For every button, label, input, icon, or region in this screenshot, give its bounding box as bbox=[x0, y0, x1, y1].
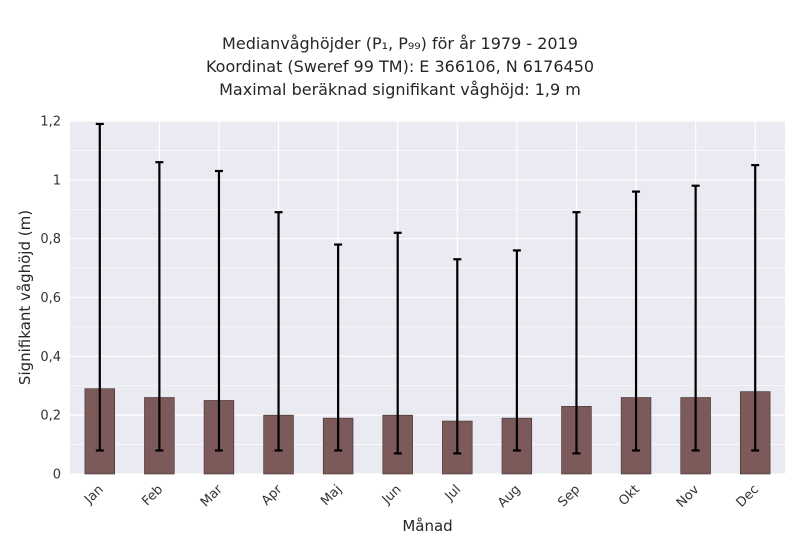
error-bars-layer bbox=[95, 122, 760, 455]
y-tick-label: 1,2 bbox=[40, 115, 61, 130]
error-bar-mar bbox=[214, 169, 223, 452]
x-tick-label: Apr bbox=[259, 482, 286, 509]
x-tick-label: Okt bbox=[616, 482, 643, 509]
x-tick-label: Sep bbox=[555, 482, 583, 510]
x-tick-label: Dec bbox=[734, 482, 762, 510]
error-bar-okt bbox=[632, 190, 641, 452]
x-tick-label: Jan bbox=[81, 482, 106, 507]
x-tick-label: Aug bbox=[495, 482, 524, 511]
chart-title-line-3: Maximal beräknad signifikant våghöjd: 1,… bbox=[219, 80, 581, 99]
error-bar-apr bbox=[274, 211, 283, 452]
y-axis-label: Signifikant våghöjd (m) bbox=[16, 210, 34, 385]
error-bar-dec bbox=[751, 164, 760, 452]
y-tick-label: 0,2 bbox=[40, 409, 61, 424]
x-tick-label: Feb bbox=[139, 482, 166, 509]
y-tick-label: 1 bbox=[53, 173, 61, 188]
chart-title-line-2: Koordinat (Sweref 99 TM): E 366106, N 61… bbox=[205, 57, 595, 76]
y-tick-label: 0,8 bbox=[40, 232, 61, 247]
error-bar-nov bbox=[691, 184, 700, 452]
error-bar-jun bbox=[393, 231, 402, 455]
x-ticks-layer: Jan Feb Mar Apr Maj Jun Jul Aug Sep Okt Nov Dec bbox=[81, 482, 762, 511]
error-bar-feb bbox=[155, 161, 164, 452]
x-tick-label: Jun bbox=[379, 482, 405, 508]
y-ticks-layer: 0 0,2 0,4 0,6 0,8 1 1,2 bbox=[40, 115, 61, 483]
y-tick-label: 0 bbox=[53, 468, 61, 483]
error-bar-jan bbox=[95, 122, 104, 452]
error-bar-maj bbox=[334, 243, 343, 452]
x-tick-label: Nov bbox=[674, 482, 703, 511]
x-tick-label: Mar bbox=[198, 482, 226, 510]
chart-title-line-1: Medianvåghöjder (P₁, P₉₉) för år 1979 - … bbox=[222, 34, 578, 53]
error-bar-jul bbox=[453, 258, 462, 455]
x-tick-label: Maj bbox=[318, 482, 345, 509]
x-axis-label: Månad bbox=[402, 517, 452, 535]
x-tick-label: Jul bbox=[442, 482, 464, 504]
error-bar-sep bbox=[572, 211, 581, 455]
y-tick-label: 0,4 bbox=[40, 350, 61, 365]
error-bar-aug bbox=[512, 249, 521, 452]
y-tick-label: 0,6 bbox=[40, 291, 61, 306]
